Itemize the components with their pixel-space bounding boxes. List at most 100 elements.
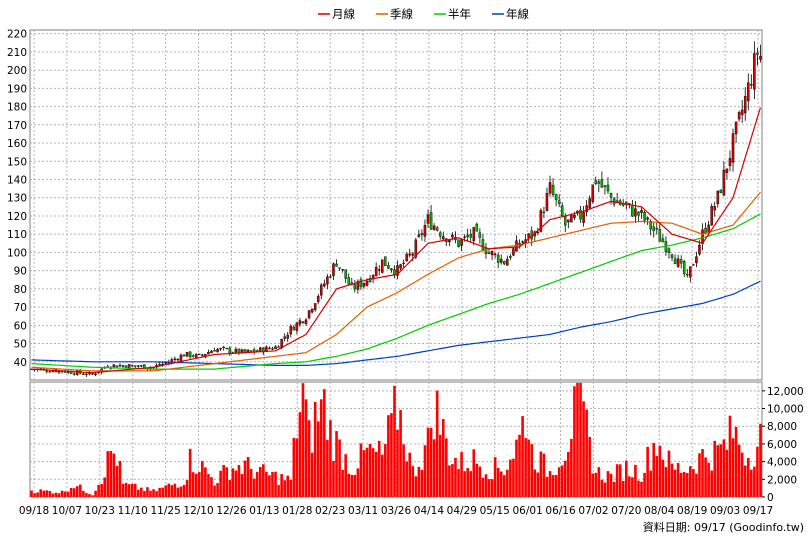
candle-down (387, 265, 390, 269)
candle-up (274, 346, 277, 350)
candle-down (475, 223, 479, 232)
volume-bar (743, 465, 747, 497)
volume-bar (393, 385, 396, 497)
volume-bar (307, 420, 311, 497)
volume-bar (652, 442, 656, 497)
candle-up (432, 225, 436, 230)
legend: 月線 季線 半年 年線 (318, 7, 529, 21)
volume-bar (289, 480, 293, 497)
candle-down (643, 212, 646, 221)
volume-bar (42, 490, 46, 497)
candle-up (332, 263, 335, 276)
candle-up (506, 258, 509, 266)
volume-bar (280, 474, 283, 497)
candle-up (210, 350, 213, 354)
candle-up (545, 192, 549, 211)
candle-down (679, 259, 683, 264)
volume-bar (640, 481, 643, 497)
candle-down (551, 184, 555, 195)
candle-up (295, 322, 299, 331)
candle-up (411, 253, 415, 256)
candle-up (472, 227, 476, 242)
volume-bar (521, 416, 524, 497)
candle-up (725, 168, 729, 174)
volume-bar (234, 470, 238, 497)
candle-down (225, 347, 228, 350)
volume-bar (493, 457, 497, 497)
date-tick-label: 08/04 (644, 505, 675, 517)
ma-month-line (31, 107, 762, 374)
date-tick-label: 08/19 (677, 505, 707, 517)
candle-up (362, 283, 366, 287)
volume-bar (609, 473, 613, 497)
volume-bar (756, 446, 759, 497)
candle-up (185, 352, 189, 357)
volume-bar (615, 464, 619, 497)
volume-bar (323, 389, 326, 497)
volume-bar (573, 386, 576, 497)
candle-up (326, 276, 329, 285)
volume-bar (405, 461, 408, 497)
candle-down (686, 274, 689, 276)
candle-up (692, 264, 695, 266)
volume-bar (402, 444, 405, 497)
candle-up (216, 348, 219, 353)
candle-down (606, 184, 610, 192)
candle-up (356, 281, 360, 290)
volume-bar (130, 483, 134, 497)
candle-down (554, 194, 558, 201)
volume-bar (161, 487, 164, 497)
candle-up (234, 348, 238, 353)
volume-bar (210, 477, 213, 497)
volume-bar (69, 487, 73, 497)
ma-year-line (31, 280, 761, 366)
volume-bar (438, 434, 442, 497)
candle-up (426, 214, 430, 224)
volume-bar (158, 487, 161, 497)
volume-bar (94, 490, 97, 497)
candle-up (539, 210, 543, 232)
candle-up (316, 295, 320, 303)
volume-bar (228, 479, 232, 497)
volume-bar (725, 449, 729, 497)
date-tick-label: 04/14 (414, 505, 445, 517)
candle-up (112, 364, 116, 368)
candle-down (682, 261, 686, 275)
candle-up (310, 308, 314, 313)
volume-bar (359, 443, 363, 497)
candle-up (731, 133, 735, 163)
volume-bar (106, 451, 110, 497)
candle-up (490, 251, 494, 256)
candle-up (493, 253, 497, 255)
volume-bar (570, 438, 573, 497)
volume-bar (332, 460, 335, 497)
volume-bar (490, 479, 494, 497)
candle-up (283, 336, 286, 339)
volume-bar (716, 445, 720, 497)
volume-tick-label: 0 (767, 492, 774, 504)
volume-bar (63, 491, 67, 497)
volume-bar (66, 491, 70, 497)
candle-up (289, 326, 293, 335)
volume-bar (557, 467, 561, 497)
volume-bar (286, 475, 290, 497)
candle-up (377, 269, 381, 271)
candle-up (728, 158, 732, 166)
volume-bar (506, 469, 509, 497)
date-tick-label: 09/17 (743, 505, 773, 517)
candle-up (512, 248, 515, 256)
price-axis-ticks: 40 50 60 70 80 90 100 110 120 130 140 150 160 170 180 1… (7, 29, 27, 369)
price-tick-label: 80 (14, 284, 27, 296)
volume-bar (746, 458, 750, 497)
volume-bar (213, 485, 216, 497)
volume-bar (30, 490, 33, 497)
volume-bar (420, 469, 424, 497)
price-tick-label: 200 (7, 65, 27, 77)
volume-bar (661, 459, 665, 497)
price-tick-label: 180 (7, 102, 27, 114)
date-tick-label: 05/15 (480, 505, 510, 517)
volume-bar (441, 419, 445, 497)
volume-bar (731, 438, 735, 497)
candle-down (198, 353, 201, 355)
